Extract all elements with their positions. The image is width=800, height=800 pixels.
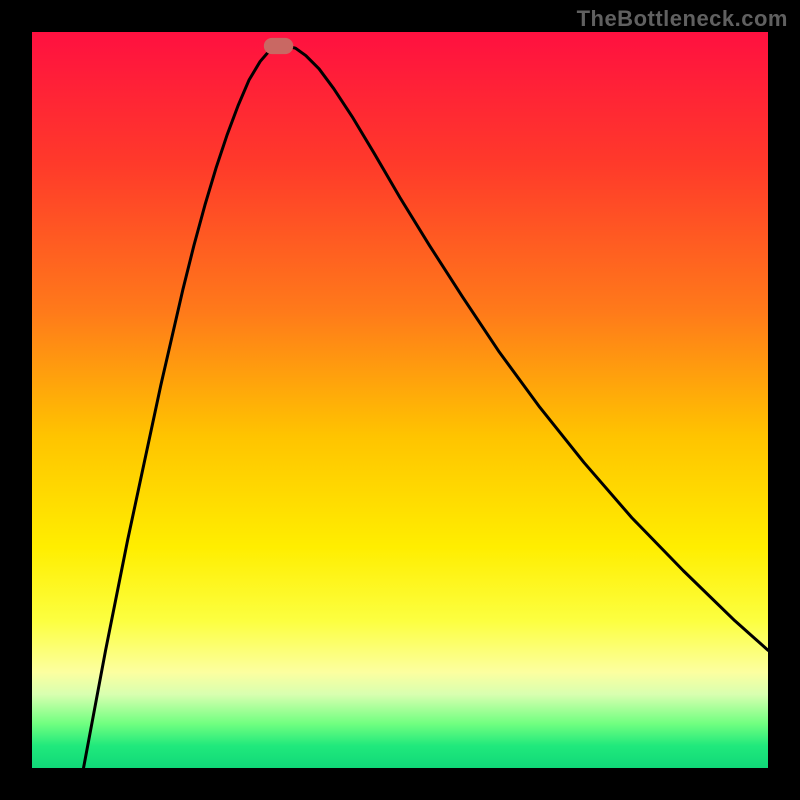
chart-background [32,32,768,768]
minimum-marker [264,38,293,54]
plot-area [32,32,768,768]
watermark-text: TheBottleneck.com [577,6,788,32]
chart-svg [32,32,768,768]
chart-frame: TheBottleneck.com [0,0,800,800]
